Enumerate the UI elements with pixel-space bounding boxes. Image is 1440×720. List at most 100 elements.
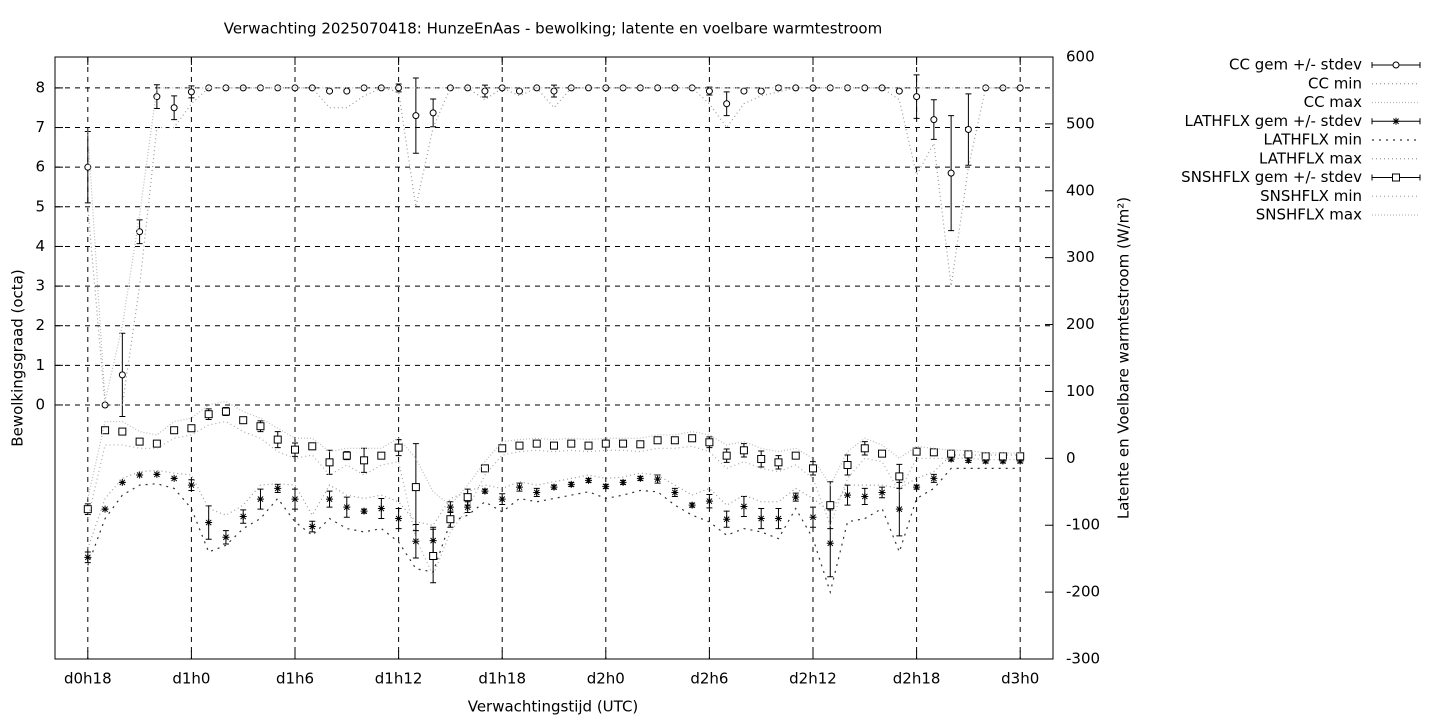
data-point xyxy=(895,505,903,513)
data-point xyxy=(619,478,627,486)
data-point xyxy=(429,109,437,117)
x-tick-label: d1h18 xyxy=(478,670,526,688)
data-point xyxy=(533,488,541,496)
range-line xyxy=(87,454,1021,549)
data-point xyxy=(463,493,472,502)
data-point xyxy=(273,435,282,444)
data-point xyxy=(308,442,317,451)
data-point xyxy=(740,502,748,510)
data-point xyxy=(826,539,834,547)
data-point xyxy=(515,87,523,95)
data-point xyxy=(601,439,610,448)
data-point xyxy=(153,93,161,101)
data-point xyxy=(308,523,316,531)
y-tick-label: 6 xyxy=(35,158,45,176)
plot-frame xyxy=(54,56,1054,660)
y2-tick-label: 400 xyxy=(1066,181,1095,199)
y2-tick-label: 300 xyxy=(1066,248,1095,266)
data-point xyxy=(377,505,385,512)
data-point xyxy=(222,533,230,541)
data-point xyxy=(636,474,644,482)
y-tick-label: 5 xyxy=(35,197,45,215)
data-point xyxy=(170,426,179,435)
data-point xyxy=(860,444,869,453)
data-point xyxy=(118,371,126,379)
data-point xyxy=(878,449,887,458)
data-point xyxy=(550,441,558,450)
data-point xyxy=(705,87,713,95)
data-point xyxy=(774,515,782,523)
data-point xyxy=(981,452,990,461)
data-point xyxy=(464,503,472,511)
y2-tick-label: -200 xyxy=(1066,583,1100,601)
data-point xyxy=(705,497,713,505)
legend-label: CC max xyxy=(1304,93,1363,111)
data-point xyxy=(326,87,334,95)
data-point xyxy=(913,93,921,101)
data-point xyxy=(187,88,195,96)
data-point xyxy=(498,444,507,453)
data-point xyxy=(101,505,109,513)
data-point xyxy=(515,483,523,491)
y-axis-label: Bewolkingsgraad (octa) xyxy=(9,269,27,446)
data-point xyxy=(481,87,489,95)
range-line xyxy=(87,467,1021,595)
data-point xyxy=(791,451,800,460)
y2-tick-label: -300 xyxy=(1066,650,1100,668)
data-point xyxy=(757,455,766,464)
data-point xyxy=(204,410,213,419)
data-point xyxy=(395,84,403,92)
data-point xyxy=(395,515,403,523)
data-point xyxy=(895,472,904,481)
data-point xyxy=(964,450,973,459)
x-tick-label: d1h0 xyxy=(172,670,210,688)
data-point xyxy=(550,483,558,491)
data-point xyxy=(636,440,645,449)
data-point xyxy=(964,126,972,134)
data-point xyxy=(135,437,144,446)
data-point xyxy=(291,495,299,503)
data-point xyxy=(705,438,714,447)
data-point xyxy=(446,515,455,524)
data-point xyxy=(584,441,593,450)
data-point xyxy=(550,87,558,95)
range-line xyxy=(87,87,1021,402)
data-point xyxy=(757,87,765,95)
data-point xyxy=(101,426,110,435)
y2-axis-label: Latente en Voelbare warmtestroom (W/m²) xyxy=(1115,197,1133,519)
data-point xyxy=(360,507,368,515)
legend-label: CC min xyxy=(1308,74,1362,92)
y2-tick-label: 500 xyxy=(1066,114,1095,132)
data-point xyxy=(429,551,438,560)
data-point xyxy=(878,488,886,496)
data-point xyxy=(187,424,196,433)
x-tick-label: d2h12 xyxy=(789,670,837,688)
legend-label: LATHFLX gem +/- stdev xyxy=(1184,112,1362,130)
data-point xyxy=(947,449,956,458)
y-tick-label: 4 xyxy=(35,237,45,255)
y-tick-label: 1 xyxy=(35,356,45,374)
data-point xyxy=(291,445,300,454)
legend-label: SNSHFLX max xyxy=(1256,206,1362,224)
x-tick-label: d3h0 xyxy=(1001,670,1039,688)
y2-tick-label: -100 xyxy=(1066,516,1100,534)
y-tick-label: 3 xyxy=(35,277,45,295)
data-point xyxy=(221,407,230,416)
data-point xyxy=(532,439,541,448)
data-point xyxy=(688,434,697,443)
data-point xyxy=(118,478,126,486)
x-tick-label: d1h12 xyxy=(375,670,423,688)
y-tick-label: 0 xyxy=(35,395,45,413)
legend-label: SNSHFLX min xyxy=(1260,187,1362,205)
y2-tick-label: 200 xyxy=(1066,315,1095,333)
data-point xyxy=(187,481,195,489)
data-point xyxy=(930,474,938,482)
data-point xyxy=(412,112,420,120)
legend-marker xyxy=(1392,117,1400,125)
legend-label: LATHFLX max xyxy=(1259,149,1362,167)
legend-label: SNSHFLX gem +/- stdev xyxy=(1181,168,1362,186)
data-point xyxy=(256,422,265,431)
data-point xyxy=(792,493,800,501)
data-point xyxy=(913,483,921,491)
